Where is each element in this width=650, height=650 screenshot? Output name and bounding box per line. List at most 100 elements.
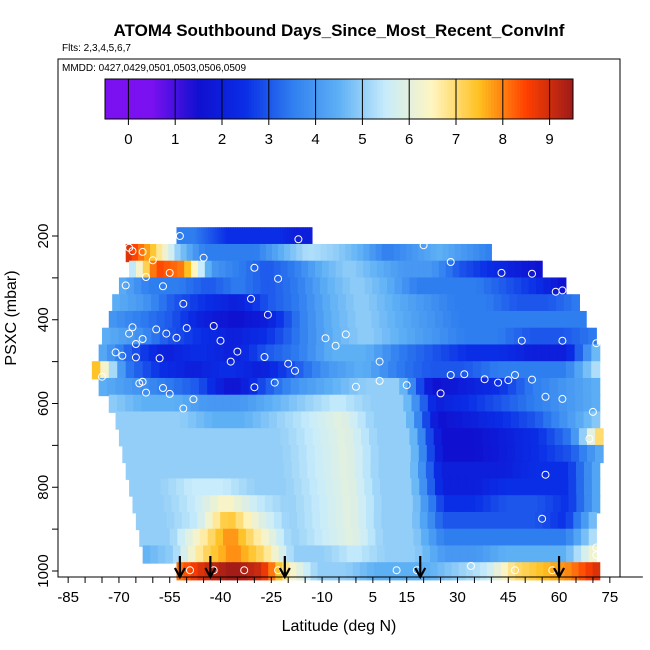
heatmap-cell — [215, 277, 224, 296]
heatmap-cell — [108, 310, 118, 330]
colorbar-swatch — [461, 79, 466, 119]
observation-point — [480, 375, 489, 384]
observation-point — [446, 258, 455, 266]
heatmap-cell — [472, 327, 482, 346]
heatmap-cell — [358, 495, 367, 514]
heatmap-cell — [550, 277, 559, 296]
colorbar-tick-label: 6 — [405, 131, 413, 148]
heatmap-cell — [536, 562, 544, 581]
x-tick-label: -25 — [260, 589, 282, 606]
heatmap-cell — [299, 294, 308, 313]
heatmap-cell — [496, 511, 505, 531]
colorbar-swatch — [116, 79, 121, 119]
heatmap-cell — [421, 528, 430, 547]
colorbar-swatch — [251, 79, 255, 119]
heatmap-cell — [498, 428, 507, 447]
heatmap-cell — [498, 310, 508, 330]
colorbar-swatch — [175, 79, 179, 119]
heatmap-cell — [299, 327, 309, 346]
heatmap-cell — [226, 227, 230, 246]
heatmap-cell — [483, 277, 492, 296]
heatmap-cell — [442, 444, 452, 464]
heatmap-cell — [259, 310, 269, 330]
heatmap-cell — [363, 310, 372, 330]
heatmap-cell — [274, 377, 283, 397]
heatmap-cell — [248, 428, 257, 447]
heatmap-cell — [340, 344, 350, 363]
heatmap-cell — [175, 428, 185, 447]
observation-point — [233, 347, 242, 356]
colorbar-swatch — [488, 79, 492, 119]
heatmap-cell — [283, 327, 293, 346]
heatmap-cell — [568, 478, 577, 497]
heatmap-cell — [108, 361, 118, 380]
heatmap-cell — [178, 277, 187, 296]
heatmap-cell — [514, 495, 523, 514]
colorbar-swatch — [420, 79, 425, 119]
heatmap-cell — [340, 377, 350, 397]
heatmap-cell — [190, 227, 193, 246]
heatmap-cell — [200, 327, 210, 346]
heatmap-cell — [378, 444, 388, 464]
heatmap-cell — [421, 361, 432, 380]
heatmap-cell — [231, 428, 241, 447]
heatmap-cell — [340, 327, 350, 346]
colorbar-swatch — [391, 79, 396, 119]
observation-point — [517, 336, 526, 345]
heatmap-cell — [538, 327, 548, 346]
heatmap-cell — [381, 495, 391, 514]
heatmap-cell — [194, 495, 204, 514]
heatmap-cell — [289, 511, 298, 531]
heatmap-cell — [544, 461, 553, 480]
heatmap-cell — [342, 260, 350, 279]
heatmap-cell — [563, 444, 572, 464]
heatmap-cell — [239, 260, 247, 279]
heatmap-cell — [362, 444, 372, 464]
heatmap-cell — [236, 310, 245, 330]
heatmap-cell — [174, 511, 183, 531]
heatmap-cell — [500, 562, 509, 581]
y-tick-label: 1000 — [35, 554, 52, 587]
heatmap-cell — [390, 377, 400, 397]
heatmap-cell — [213, 294, 222, 313]
heatmap-cell — [556, 294, 565, 313]
heatmap-cell — [586, 428, 596, 447]
heatmap-cell — [223, 227, 227, 246]
heatmap-cell — [233, 495, 243, 514]
heatmap-cell — [328, 361, 338, 380]
heatmap-cell — [339, 243, 346, 263]
heatmap-cell — [179, 495, 188, 514]
heatmap-cell — [390, 260, 399, 279]
heatmap-cell — [130, 444, 139, 464]
heatmap-cell — [562, 310, 571, 330]
heatmap-cell — [190, 294, 199, 313]
heatmap-cell — [514, 260, 523, 279]
heatmap-cell — [218, 361, 228, 380]
heatmap-cell — [291, 327, 301, 346]
heatmap-cell — [254, 562, 262, 581]
observation-point — [494, 378, 503, 387]
heatmap-cell — [410, 444, 420, 464]
heatmap-cell — [534, 394, 544, 413]
heatmap-cell — [423, 327, 433, 346]
heatmap-cell — [329, 528, 338, 547]
heatmap-cell — [235, 361, 245, 380]
colorbar-swatch — [125, 79, 129, 119]
colorbar-swatch — [140, 79, 144, 119]
heatmap-cell — [225, 327, 235, 346]
colorbar-swatch — [412, 79, 416, 119]
observation-point — [528, 375, 536, 384]
colorbar-swatch — [444, 79, 448, 119]
colorbar-swatch — [479, 79, 483, 119]
heatmap-cell — [291, 227, 295, 246]
x-tick-label: 45 — [500, 589, 517, 606]
heatmap-cell — [370, 394, 380, 413]
heatmap-cell — [280, 428, 289, 447]
heatmap-cell — [204, 310, 213, 330]
heatmap-cell — [192, 528, 201, 547]
heatmap-cell — [106, 344, 116, 363]
heatmap-cell — [281, 511, 290, 531]
heatmap-cell — [451, 562, 460, 581]
heatmap-cell — [217, 227, 220, 246]
heatmap-cell — [246, 478, 256, 497]
